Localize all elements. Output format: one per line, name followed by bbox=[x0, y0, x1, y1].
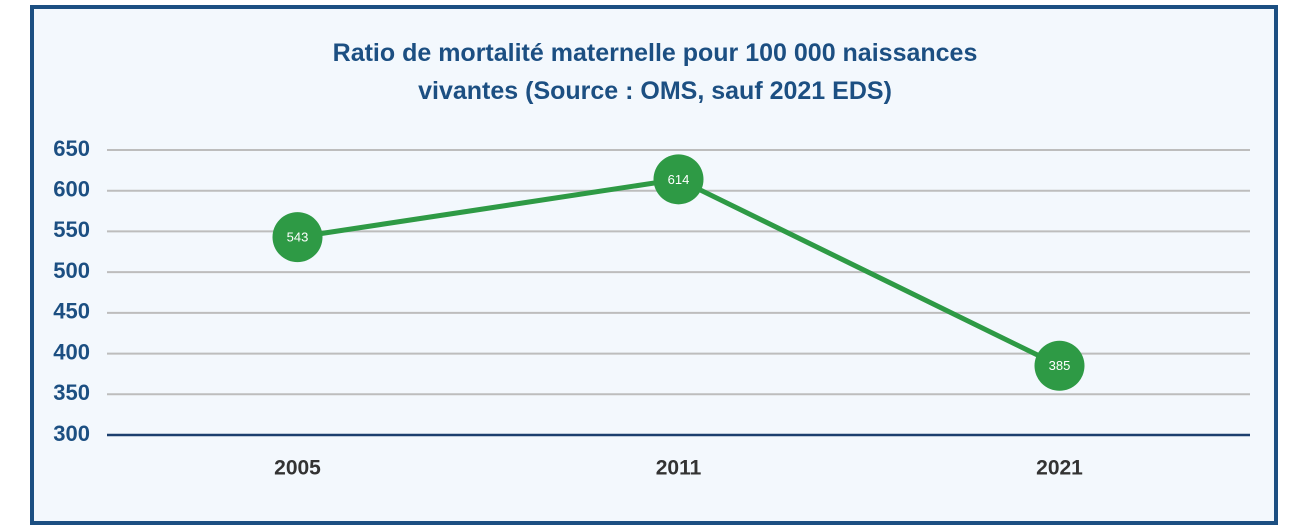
data-label: 614 bbox=[668, 172, 690, 187]
chart: 300 350 400 450 500 550 600 650 2005 2011 2021 543 6… bbox=[53, 136, 1250, 480]
chart-title: Ratio de mortalité maternelle pour 100 0… bbox=[332, 39, 978, 105]
page: {"chart_data": {"type": "line", "title":… bbox=[30, 5, 1278, 525]
x-tick-label: 2021 bbox=[1036, 457, 1083, 480]
y-tick-label: 350 bbox=[53, 380, 90, 405]
y-tick-label: 400 bbox=[53, 339, 90, 364]
data-point bbox=[1034, 340, 1085, 391]
x-tick-label: 2011 bbox=[656, 457, 702, 480]
data-label: 385 bbox=[1049, 358, 1071, 373]
y-tick-label: 300 bbox=[53, 421, 90, 446]
y-tick-label: 550 bbox=[53, 217, 90, 242]
data-label: 543 bbox=[287, 230, 309, 245]
data-point bbox=[653, 154, 704, 205]
chart-frame bbox=[30, 5, 1278, 525]
y-tick-label: 650 bbox=[53, 136, 90, 161]
data-point bbox=[272, 212, 323, 263]
y-tick-label: 500 bbox=[53, 258, 90, 283]
y-tick-label: 450 bbox=[53, 299, 90, 324]
y-tick-label: 600 bbox=[53, 177, 90, 202]
x-tick-label: 2005 bbox=[274, 457, 321, 480]
